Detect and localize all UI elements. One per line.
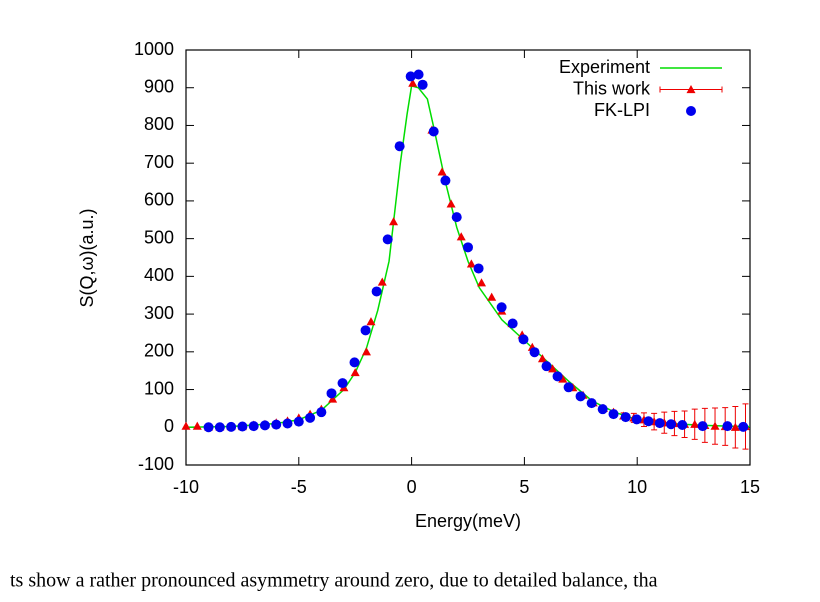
circle-point xyxy=(541,361,552,372)
circle-point xyxy=(552,371,563,382)
circle-point xyxy=(575,391,586,402)
y-tick-label: -100 xyxy=(138,454,174,474)
y-tick-label: 700 xyxy=(144,152,174,172)
triangle-point xyxy=(537,354,547,363)
circle-point xyxy=(326,388,337,399)
x-tick-label: 15 xyxy=(740,477,760,497)
circle-point xyxy=(237,421,248,432)
triangle-point xyxy=(730,422,740,431)
circle-point xyxy=(226,421,237,432)
circle-point xyxy=(666,419,677,430)
x-tick-label: -10 xyxy=(173,477,199,497)
triangle-point xyxy=(328,394,338,403)
circle-point xyxy=(214,422,225,433)
y-tick-label: 300 xyxy=(144,303,174,323)
triangle-point xyxy=(466,259,476,268)
circle-point xyxy=(293,416,304,427)
circle-point xyxy=(405,71,416,82)
circle-point xyxy=(738,421,749,432)
triangle-point xyxy=(548,364,558,373)
circle-point xyxy=(428,126,439,137)
x-tick-label: 5 xyxy=(519,477,529,497)
y-tick-label: 400 xyxy=(144,265,174,285)
plot-frame xyxy=(185,49,751,466)
circle-point xyxy=(203,422,214,433)
circle-point xyxy=(316,407,327,418)
triangle-point xyxy=(456,232,466,241)
triangle-point xyxy=(350,368,360,377)
y-tick-label: 800 xyxy=(144,114,174,134)
triangle-point xyxy=(558,374,568,383)
triangle-point xyxy=(181,421,191,430)
circle-point xyxy=(677,420,688,431)
y-tick-label: 100 xyxy=(144,378,174,398)
circle-point xyxy=(631,414,642,425)
circle-point xyxy=(654,418,665,429)
circle-point xyxy=(282,418,293,429)
triangle-point xyxy=(710,421,720,430)
caption: ts show a rather pronounced asymmetry ar… xyxy=(10,570,658,592)
circle-point xyxy=(586,398,597,409)
circle-point xyxy=(608,409,619,420)
legend-label: Experiment xyxy=(559,57,650,77)
x-tick-label: 10 xyxy=(627,477,647,497)
y-tick-label: 900 xyxy=(144,76,174,96)
circle-point xyxy=(271,419,282,430)
circle-point xyxy=(417,79,428,90)
legend-marker xyxy=(686,106,696,116)
triangle-point xyxy=(477,278,487,287)
circle-point xyxy=(440,175,451,186)
y-axis-label: S(Q,ω)(a.u.) xyxy=(77,208,97,307)
triangle-point xyxy=(437,167,447,176)
y-tick-label: 0 xyxy=(164,416,174,436)
circle-point xyxy=(248,421,259,432)
triangle-point xyxy=(408,78,418,87)
circle-point xyxy=(697,421,708,432)
triangle-point xyxy=(377,277,387,286)
experiment-line xyxy=(185,84,751,429)
circle-point xyxy=(529,347,540,358)
x-tick-label: -5 xyxy=(291,477,307,497)
circle-point xyxy=(349,357,360,368)
triangle-point xyxy=(446,199,456,208)
triangle-point xyxy=(389,217,399,226)
circle-point xyxy=(371,286,382,297)
circle-point xyxy=(722,421,733,432)
circle-point xyxy=(597,404,608,415)
circle-point xyxy=(337,378,348,389)
circle-point xyxy=(463,242,473,253)
triangle-point xyxy=(487,292,497,301)
circle-point xyxy=(451,212,462,223)
circle-point xyxy=(507,318,518,329)
circle-point xyxy=(643,416,654,427)
legend-label: This work xyxy=(573,78,651,98)
circle-point xyxy=(413,69,424,80)
y-tick-label: 600 xyxy=(144,190,174,210)
circle-point xyxy=(360,325,371,336)
triangle-point xyxy=(366,317,376,326)
circle-point xyxy=(518,334,529,345)
y-tick-label: 500 xyxy=(144,227,174,247)
circle-point xyxy=(620,412,631,423)
circle-point xyxy=(563,382,574,393)
x-axis-label: Energy(meV) xyxy=(415,511,521,531)
y-tick-label: 1000 xyxy=(134,39,174,59)
circle-point xyxy=(394,141,405,152)
circle-point xyxy=(473,263,484,274)
circle-point xyxy=(305,412,316,423)
triangle-point xyxy=(192,421,202,430)
triangle-point xyxy=(361,347,371,356)
circle-point xyxy=(496,302,507,313)
legend-label: FK-LPI xyxy=(594,100,650,120)
y-tick-label: 200 xyxy=(144,341,174,361)
legend-marker xyxy=(686,85,696,94)
circle-point xyxy=(259,420,270,431)
x-tick-label: 0 xyxy=(407,477,417,497)
circle-point xyxy=(382,234,393,245)
triangle-point xyxy=(690,419,700,428)
